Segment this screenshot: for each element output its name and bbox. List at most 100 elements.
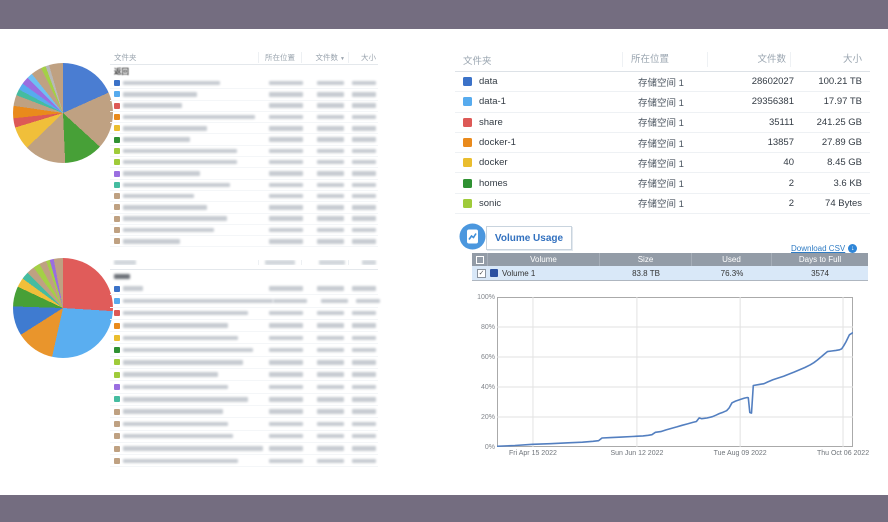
table-header-row-blurred: [110, 255, 378, 270]
table-row[interactable]: [110, 157, 378, 169]
column-header-location[interactable]: [258, 259, 301, 265]
redacted-count: [317, 193, 344, 199]
table-row[interactable]: [110, 283, 378, 296]
folder-color-icon: [463, 178, 472, 188]
table-row[interactable]: [110, 406, 378, 419]
redacted-location: [269, 148, 303, 154]
table-row[interactable]: [110, 431, 378, 443]
column-header-size[interactable]: 大小: [348, 51, 378, 63]
redacted-location: [269, 335, 303, 341]
redacted-folder-name: [123, 92, 197, 97]
table-row[interactable]: [110, 332, 378, 345]
redacted-location: [269, 286, 303, 291]
table-row[interactable]: [110, 214, 378, 225]
table-row[interactable]: [110, 394, 378, 406]
table-row[interactable]: [110, 78, 378, 90]
select-all-checkbox-cell[interactable]: [472, 253, 488, 266]
volume-row[interactable]: ✓ Volume 1 83.8 TB 76.3% 3574: [472, 266, 868, 280]
table-row[interactable]: [110, 455, 378, 468]
back-link[interactable]: 返回: [114, 67, 129, 76]
redacted-count: [317, 360, 344, 365]
redacted-folder-name: [123, 384, 228, 390]
column-header-folder[interactable]: 文件夹: [114, 52, 137, 62]
table-row[interactable]: docker-1 存储空间 1 13857 27.89 GB: [455, 133, 870, 154]
table-row[interactable]: [110, 308, 378, 320]
table-row[interactable]: [110, 236, 378, 248]
top-frame-band: [0, 0, 888, 29]
table-row[interactable]: [110, 168, 378, 180]
folder-location: 存储空间 1: [638, 77, 684, 89]
pie-chart-top: [13, 63, 113, 163]
x-axis-tick-label: Sun Jun 12 2022: [610, 450, 664, 457]
redacted-count: [317, 335, 344, 341]
table-row[interactable]: [110, 295, 380, 308]
folder-location: 存储空间 1: [638, 199, 684, 211]
download-csv-link[interactable]: Download CSV: [791, 244, 846, 253]
table-row[interactable]: [110, 443, 378, 456]
table-row[interactable]: data-1 存储空间 1 29356381 17.97 TB: [455, 92, 870, 113]
column-header-count-sorted[interactable]: 文件数 ▼: [301, 51, 348, 63]
table-row[interactable]: data 存储空间 1 28602027 100.21 TB: [455, 72, 870, 93]
volume-usage-tab[interactable]: Volume Usage: [486, 226, 572, 250]
table-row[interactable]: [110, 134, 378, 146]
folder-file-count: 13857: [767, 137, 794, 149]
redacted-count: [321, 298, 348, 304]
redacted-count: [317, 159, 344, 165]
table-row[interactable]: [110, 180, 378, 191]
table-row[interactable]: [110, 202, 378, 214]
redacted-location: [269, 360, 303, 365]
redacted-location: [269, 80, 303, 86]
table-row[interactable]: homes 存储空间 1 2 3.6 KB: [455, 173, 870, 194]
table-row[interactable]: [110, 344, 378, 357]
redacted-folder-name: [123, 347, 253, 353]
folder-name: homes: [479, 177, 508, 189]
column-header-location[interactable]: 所在位置: [622, 52, 707, 67]
column-header-folder[interactable]: 文件夹: [463, 55, 492, 67]
folder-color-icon: [114, 433, 120, 440]
redacted-folder-name: [123, 446, 263, 451]
redacted-location: [269, 92, 303, 97]
redacted-folder-name: [123, 310, 248, 316]
table-row[interactable]: docker 存储空间 1 40 8.45 GB: [455, 153, 870, 174]
redacted-location: [269, 397, 303, 402]
table-row[interactable]: [110, 146, 378, 158]
back-link-blurred[interactable]: [110, 270, 378, 283]
table-header-row: 文件夹 所在位置 文件数 大小: [455, 48, 870, 72]
column-header-volume: Volume: [488, 253, 600, 266]
table-row[interactable]: [110, 191, 378, 203]
table-row[interactable]: share 存储空间 1 35111 241.25 GB: [455, 113, 870, 133]
folder-file-count: 35111: [768, 116, 794, 128]
sort-arrow-icon: ▼: [340, 55, 345, 62]
table-row[interactable]: sonic 存储空间 1 2 74 Bytes: [455, 194, 870, 215]
redacted-folder-name: [123, 103, 182, 108]
table-rows: [110, 283, 380, 468]
table-row[interactable]: [110, 320, 378, 333]
redacted-location: [269, 114, 303, 120]
redacted-folder-name: [123, 372, 218, 377]
table-row[interactable]: [110, 225, 378, 237]
column-header-location[interactable]: 所在位置: [258, 51, 301, 63]
table-row[interactable]: [110, 112, 378, 124]
redacted-location: [269, 171, 303, 176]
folder-color-icon: [463, 158, 472, 168]
y-axis-tick-label: 80%: [480, 323, 495, 331]
column-header-count[interactable]: 文件数: [707, 52, 790, 67]
table-row[interactable]: [110, 101, 378, 112]
table-row[interactable]: [110, 89, 378, 101]
table-row[interactable]: [110, 418, 378, 431]
volume-checkbox[interactable]: ✓: [477, 269, 486, 278]
table-row[interactable]: [110, 357, 378, 370]
column-header-size[interactable]: 大小: [790, 52, 870, 67]
download-icon[interactable]: ↓: [848, 244, 858, 253]
redacted-count: [317, 239, 344, 244]
table-row[interactable]: [110, 369, 378, 382]
column-header-size[interactable]: [348, 259, 378, 265]
folder-size: 17.97 TB: [823, 96, 862, 108]
volume-days-to-full: 3574: [811, 268, 829, 278]
table-row[interactable]: [110, 123, 378, 135]
column-header-count[interactable]: [301, 259, 348, 265]
volume-name: Volume 1: [502, 268, 536, 278]
folder-size: 27.89 GB: [821, 137, 862, 149]
table-row[interactable]: [110, 381, 378, 394]
column-header-folder[interactable]: [110, 259, 258, 265]
